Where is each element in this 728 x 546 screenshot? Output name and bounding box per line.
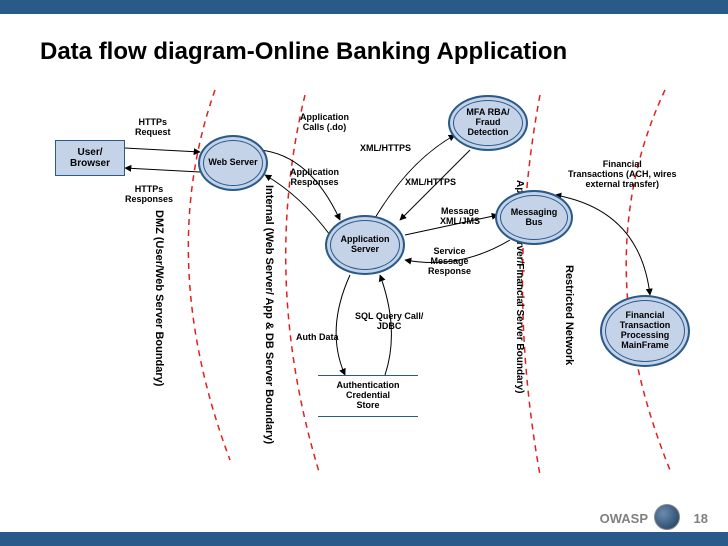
edge-label: XML/HTTPS [360,144,411,154]
node-web_server: Web Server [198,135,268,191]
edge-label: HTTPsResponses [125,185,173,205]
edge [125,168,200,172]
boundary-curve [626,90,670,470]
boundary-curve [523,95,541,475]
edge-label: FinancialTransactions (ACH, wiresexterna… [568,160,677,190]
boundary-label: Restricted Network [563,265,575,365]
edge-label: ApplicationResponses [290,168,339,188]
edge [125,148,200,152]
diagram-canvas: DMZ (User/Web Server Boundary) Internal (… [0,0,728,546]
owasp-logo-icon [654,504,680,530]
edge-label: SQL Query Call/JDBC [355,312,423,332]
boundary-label: DMZ (User/Web Server Boundary) [153,210,165,386]
page-number: 18 [694,511,708,526]
node-messaging: MessagingBus [495,190,573,245]
node-app_server: ApplicationServer [325,215,405,275]
boundary-curve [286,95,320,475]
footer-org: OWASP [600,511,648,526]
node-user: User/Browser [55,140,125,176]
edge-label: Auth Data [296,333,339,343]
node-mainframe: FinancialTransactionProcessingMainFrame [600,295,690,367]
edge [336,275,350,375]
edge-label: ServiceMessageResponse [428,247,471,277]
edge-label: ApplicationCalls (.do) [300,113,349,133]
node-auth_store: AuthenticationCredentialStore [318,375,418,417]
edge-label: HTTPsRequest [135,118,171,138]
boundary-label: Internal (Web Server/ App & DB Server Bo… [263,185,275,444]
node-fraud: MFA RBA/FraudDetection [448,95,528,151]
edge-label: XML/HTTPS [405,178,456,188]
edge-label: MessageXML/JMS [440,207,480,227]
